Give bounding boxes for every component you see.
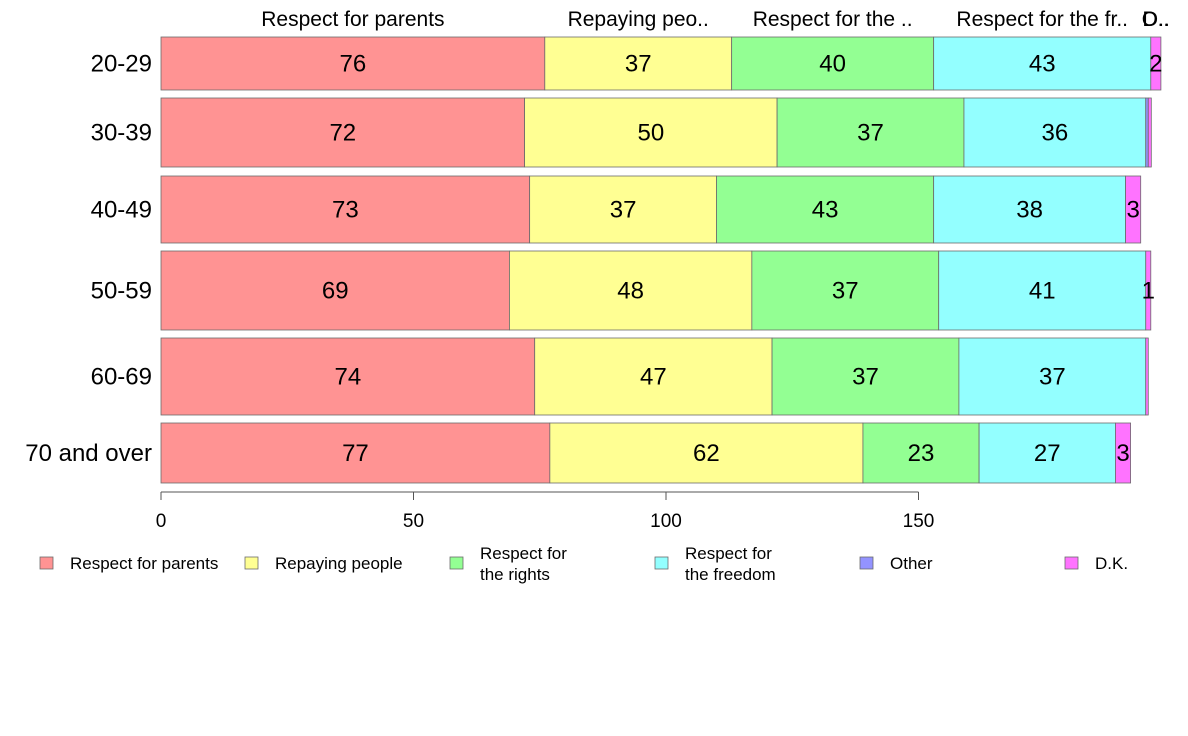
bar-value-label: 69 xyxy=(322,278,349,305)
bar-value-label: 62 xyxy=(693,440,720,467)
legend-label: Respect for the rights xyxy=(480,544,567,584)
category-label: 40-49 xyxy=(91,197,152,224)
legend-swatch xyxy=(449,556,464,570)
legend-swatch xyxy=(859,556,874,570)
legend-item: Respect for the freedom xyxy=(654,544,776,584)
bar-respect-for-parents-40-49 xyxy=(160,175,531,244)
x-axis: 0 50 100 150 xyxy=(156,491,935,532)
bar-value-label: 2 xyxy=(1149,51,1162,78)
legend-label: D.K. xyxy=(1095,554,1128,573)
bar-value-label: 1 xyxy=(1142,278,1155,305)
bar-d-k--50-59 xyxy=(1145,250,1152,331)
bar-value-label: 73 xyxy=(332,197,359,224)
bar-d-k--60-69 xyxy=(1145,337,1149,416)
bar-repaying-people-50-59 xyxy=(509,250,753,331)
x-tick-label: 50 xyxy=(403,511,424,532)
bar-value-label: 41 xyxy=(1029,278,1056,305)
bar-value-label: 74 xyxy=(334,364,361,391)
series-top-label: Respect for the fr.. xyxy=(956,8,1128,31)
bar-respect-for-the-rights-70-and-over xyxy=(862,422,980,484)
x-tick-label: 100 xyxy=(650,511,682,532)
category-label: 70 and over xyxy=(25,440,152,467)
series-top-label: O.. xyxy=(1142,8,1170,31)
bar-respect-for-the-freedom-40-49 xyxy=(933,175,1126,244)
bar-value-label: 37 xyxy=(610,197,637,224)
bar-repaying-people-30-39 xyxy=(524,97,778,168)
series-top-labels-group: Respect for parents Repaying peo.. Respect… xyxy=(261,8,1170,31)
bar-respect-for-the-freedom-30-39 xyxy=(963,97,1147,168)
bar-value-label: 37 xyxy=(857,120,884,147)
bar-d-k--30-39 xyxy=(1147,97,1152,168)
bar-respect-for-the-freedom-60-69 xyxy=(958,337,1147,416)
bar-value-label: 50 xyxy=(637,120,664,147)
bar-respect-for-the-freedom-50-59 xyxy=(938,250,1147,331)
series-top-label: D.. xyxy=(1142,8,1169,31)
legend-label: Other xyxy=(890,554,933,573)
bar-value-label: 37 xyxy=(1039,364,1066,391)
category-label: 30-39 xyxy=(91,120,152,147)
bar-value-label: 3 xyxy=(1116,440,1129,467)
bar-value-label: 77 xyxy=(342,440,369,467)
bar-respect-for-the-freedom-20-29 xyxy=(933,36,1152,91)
x-tick-label: 0 xyxy=(156,511,167,532)
bar-d-k--70-and-over xyxy=(1115,422,1131,484)
series-top-label: Repaying peo.. xyxy=(568,8,709,31)
bar-value-label: 40 xyxy=(819,51,846,78)
bar-value-label: 47 xyxy=(640,364,667,391)
bar-respect-for-the-rights-30-39 xyxy=(776,97,965,168)
legend-swatch xyxy=(654,556,669,570)
legend-label: Repaying people xyxy=(275,554,403,573)
bar-respect-for-parents-60-69 xyxy=(160,337,536,416)
bar-d-k--40-49 xyxy=(1125,175,1142,244)
bar-value-label: 48 xyxy=(617,278,644,305)
legend-item: D.K. xyxy=(1064,554,1128,573)
series-top-label: Respect for parents xyxy=(261,8,444,31)
legend: Respect for parents Repaying people Respec… xyxy=(39,544,1128,584)
category-labels-group: 20-29 30-39 40-49 50-59 60-69 70 and over xyxy=(25,51,152,468)
category-label: 20-29 xyxy=(91,51,152,78)
legend-item: Respect for parents xyxy=(39,554,218,573)
bar-respect-for-the-rights-40-49 xyxy=(716,175,935,244)
bar-value-label: 43 xyxy=(812,197,839,224)
bar-repaying-people-70-and-over xyxy=(549,422,864,484)
legend-swatch xyxy=(1064,556,1079,570)
legend-item: Other xyxy=(859,554,933,573)
bars-group xyxy=(160,36,1162,484)
legend-swatch xyxy=(244,556,259,570)
bar-value-label: 37 xyxy=(832,278,859,305)
bar-repaying-people-20-29 xyxy=(544,36,733,91)
bar-value-label: 72 xyxy=(329,120,356,147)
bar-value-label: 38 xyxy=(1016,197,1043,224)
bar-respect-for-the-freedom-70-and-over xyxy=(978,422,1116,484)
bar-respect-for-the-rights-60-69 xyxy=(771,337,960,416)
bar-respect-for-parents-70-and-over xyxy=(160,422,551,484)
series-top-label: Respect for the .. xyxy=(753,8,913,31)
legend-item: Respect for the rights xyxy=(449,544,567,584)
x-tick-label: 150 xyxy=(903,511,935,532)
bar-value-label: 37 xyxy=(852,364,879,391)
bar-d-k--20-29 xyxy=(1150,36,1162,91)
bar-repaying-people-60-69 xyxy=(534,337,773,416)
legend-item: Repaying people xyxy=(244,554,403,573)
bar-value-label: 3 xyxy=(1126,197,1139,224)
bar-respect-for-parents-20-29 xyxy=(160,36,546,91)
bar-respect-for-the-rights-50-59 xyxy=(751,250,940,331)
legend-swatch xyxy=(39,556,54,570)
category-label: 50-59 xyxy=(91,278,152,305)
bar-value-label: 37 xyxy=(625,51,652,78)
bar-respect-for-parents-30-39 xyxy=(160,97,526,168)
bar-value-label: 43 xyxy=(1029,51,1056,78)
bar-value-label: 36 xyxy=(1041,120,1068,147)
category-label: 60-69 xyxy=(91,364,152,391)
legend-label: Respect for the freedom xyxy=(685,544,776,584)
bar-repaying-people-40-49 xyxy=(529,175,717,244)
bar-value-label: 27 xyxy=(1034,440,1061,467)
bar-respect-for-parents-50-59 xyxy=(160,250,510,331)
legend-label: Respect for parents xyxy=(70,554,218,573)
bar-value-label: 76 xyxy=(340,51,367,78)
bar-respect-for-the-rights-20-29 xyxy=(731,36,935,91)
bar-value-label: 23 xyxy=(908,440,935,467)
